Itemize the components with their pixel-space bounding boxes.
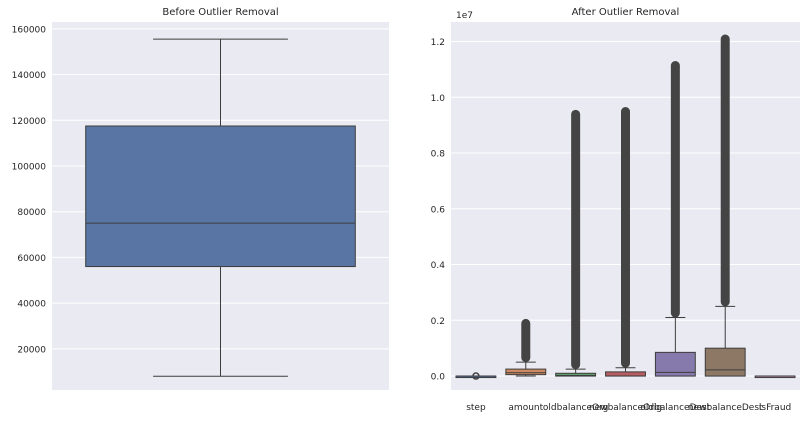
x-tick-label: newbalanceDest [688,403,763,413]
chart-title-after: After Outlier Removal [572,7,680,18]
y-tick-label: 20000 [17,345,46,355]
y-scale-label-after: 1e7 [456,11,473,21]
x-tick-label: amount [508,403,543,413]
x-axis-after: step amount oldbalanceOrgnewbalanceOrigold… [466,403,791,413]
y-tick-label: 0.4 [431,261,446,271]
panel-after: 0.00.20.40.60.81.01.2 step amount oldbalan… [431,7,800,413]
x-tick-label: isFraud [759,403,791,413]
x-tick-label: step [466,403,486,413]
box-iqr [704,347,746,377]
boxes-after [455,34,796,380]
outlier-points [621,107,630,368]
y-tick-label: 140000 [12,71,47,81]
y-tick-label: 80000 [17,208,46,218]
chart-title-before: Before Outlier Removal [162,7,278,18]
x-tick-label: oldbalanceOrg [543,403,609,413]
y-tick-label: 0.6 [431,205,446,215]
x-tick-label: newbalanceOrig [589,403,662,413]
y-axis-before: 20000 40000 60000 80000 100000 120000 140000 16… [12,25,47,355]
y-tick-label: 0.8 [431,150,446,160]
outlier-points [521,318,531,363]
y-tick-label: 120000 [12,117,47,127]
y-tick-label: 40000 [17,300,46,310]
box-iqr [85,125,356,268]
y-tick-label: 100000 [12,163,47,173]
y-axis-after: 0.0 0.2 0.4 0.6 0.8 1.0 1.2 [431,38,446,383]
outlier-points [571,109,581,370]
y-tick-label: 0.0 [431,373,446,383]
box-iqr [505,368,547,376]
y-tick-label: 0.2 [431,317,445,327]
outlier-points [720,34,730,307]
y-tick-label: 1.0 [431,94,446,104]
boxes-before [85,38,356,377]
y-tick-label: 60000 [17,254,46,264]
y-tick-label: 160000 [12,25,47,35]
outlier-points [670,61,680,318]
box-iqr [605,371,646,377]
y-tick-label: 1.2 [431,38,445,48]
panel-before: 20000 40000 60000 80000 100000 120000 140000 16… [12,7,389,390]
box-iqr [555,372,597,377]
x-tick-label: oldbalanceDest [640,403,710,413]
box-iqr [654,351,696,377]
